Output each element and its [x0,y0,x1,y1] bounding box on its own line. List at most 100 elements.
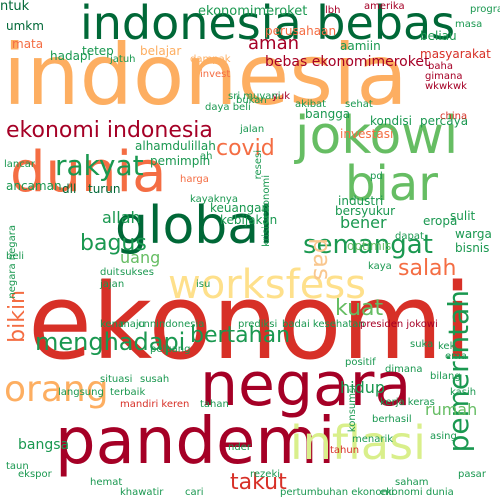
word-sri-muyani: sri muyani [228,91,281,102]
word-hemat: hemat [90,477,123,488]
word-menarik: menarik [352,434,394,445]
word-rakyat: rakyat [55,149,144,182]
word-jalan: jalan [240,124,265,135]
word-beli: beli [6,251,25,262]
word-tetep: tetep [82,44,114,58]
word-bukan: bukan [236,95,267,106]
word-susah: susah [140,374,170,385]
word-tahun: tahun [330,445,360,456]
word-bisnis: bisnis [455,241,490,255]
word-percaya: percaya [420,114,469,128]
word-ancaman: ancaman [6,179,62,193]
word-belajar: belajar [140,44,182,58]
word-yuk: yuk [272,91,291,102]
word-sehat: sehat [345,99,373,110]
word-bilang: bilang [430,371,461,382]
word-indonesia-bebas: indonesia bebas [80,0,456,50]
word-pandemi: pandemi [55,405,336,479]
word-kaya: kaya [368,261,392,272]
word-sukses: sukses [120,267,154,278]
word-situasi: situasi [100,374,133,385]
word-pemimpin: pemimpin [150,154,211,168]
word-kek: kek [438,341,456,352]
word-dll: dll [62,182,77,196]
word-aamiin: aamiin [340,39,381,53]
word-taun: taun [6,461,29,472]
word-masyarakat: masyarakat [420,47,491,61]
word-kerja-keras: kerja keras [380,397,435,408]
word-khawatir: khawatir [120,487,164,498]
word-orang: orang [4,369,109,410]
word-bersyukur: bersyukur [335,204,396,218]
word-badai-kesehatan: badai kesehatan [282,319,365,330]
word-hidup: hidup [340,378,386,397]
word-salah: salah [398,256,457,281]
word-pas: pas [308,238,336,281]
word-pertumbuhan-ekonomi: pertumbuhan ekonomi [280,487,394,498]
word-dunia: dunia [10,140,167,205]
word-asing: asing [430,431,457,442]
word-masa: masa [455,19,483,30]
word-baha: baha [428,61,453,72]
word-kayaknya: kayaknya [190,194,238,205]
word-maju: maju [120,319,145,330]
word-eropa: eropa [423,214,458,228]
word-negara: negara [200,350,412,420]
word-global: global [115,196,274,256]
word-pasar: pasar [458,469,486,480]
word-gimana: gimana [425,71,463,82]
word-worksfess: worksfess [168,262,367,308]
word-langsung: langsung [58,387,104,398]
word-nder: nder [228,442,251,453]
word-kasih: kasih [450,387,477,398]
word-harga: harga [180,174,209,185]
word-biar: biar [345,156,438,212]
word-berhasil: berhasil [372,414,412,425]
word-keuangan: keuangan [210,201,270,215]
word-bangga: bangga [305,107,351,121]
word-ekonomimeroket: ekonomimeroket [198,4,308,19]
word-sulit: sulit [450,209,476,223]
word-jajan: jajan [100,279,125,290]
word-beliau: beliau [420,29,457,43]
word-bertahan: bertahan [190,323,291,348]
word-wkwkwk: wkwkwk [425,81,467,92]
word-invest: invest [200,69,231,80]
word-uang: uang [120,248,161,267]
word-ekonomi-indonesia: ekonomi indonesia [6,118,213,143]
word-industri: industri [338,194,384,208]
word-ekonomi: ekonomi [28,261,472,383]
word-positif: positif [345,357,376,368]
word-tahan: tahan [200,399,229,410]
word-amerika: amerika [364,1,405,12]
word-bangsa: bangsa [18,437,70,453]
word-turun: turun [88,182,121,196]
word-aman: aman [248,33,300,54]
word-jatuh: jatuh [110,54,136,65]
word-kuat: kuat [335,296,384,321]
word-dampak: dampak [190,54,231,65]
word-isu: isu [196,279,211,290]
word-krisis-ekonomi: krisis ekonomi [261,175,272,247]
word-bener: bener [340,213,387,232]
word-pd: pd [370,171,383,182]
word-china: china [440,111,468,122]
word-ah: ah [200,151,213,162]
word-bebas-ekonomimeroket: bebas ekonomimeroket [265,54,430,70]
word-allah: allah [102,208,141,227]
word-takut: takut [230,470,287,495]
word-inflasi: inflasi [290,416,426,470]
word-prediksi: prediksi [238,319,278,330]
word-dapat: dapat [395,231,424,242]
word-terbaik: terbaik [110,387,146,398]
word-optimis: optimis [347,239,392,253]
word-cnnindonesia: cnnindonesia [138,319,205,330]
word-akibat: akibat [295,99,327,110]
word-kena: kena [100,319,125,330]
word-daya-beli: daya beli [205,102,251,113]
word-hadapi: hadapi [50,49,91,63]
word-kondisi: kondisi [370,114,413,128]
word-umkm: umkm [6,19,44,33]
